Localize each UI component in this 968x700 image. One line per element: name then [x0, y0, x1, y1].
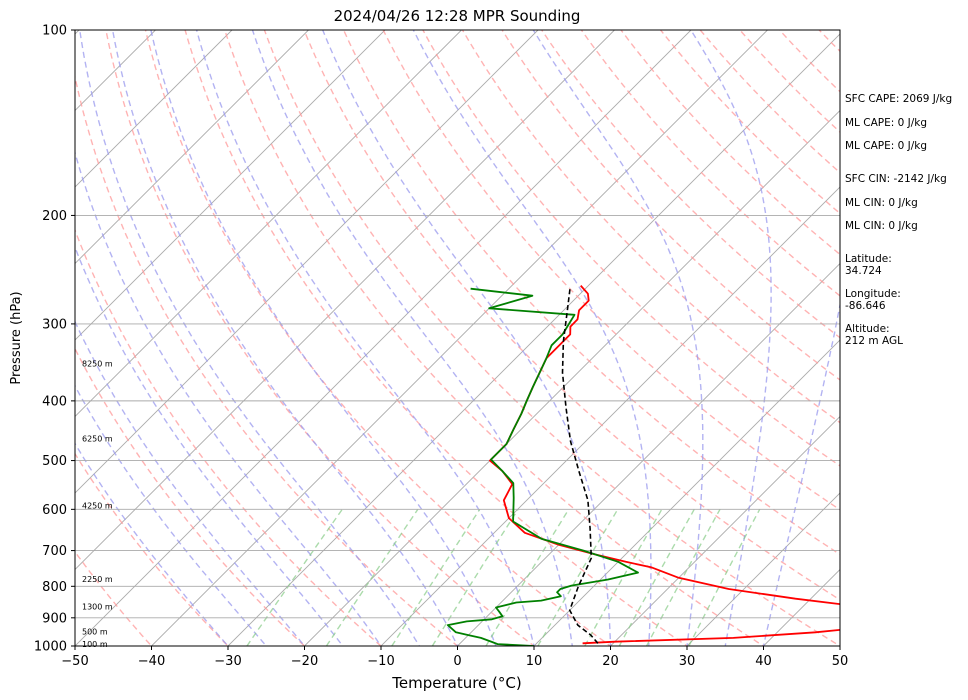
y-tick-label: 100 [42, 24, 67, 39]
moist-adiabat-line [251, 30, 574, 646]
y-tick-label: 200 [42, 209, 67, 224]
x-tick-label: 20 [602, 654, 619, 669]
isotherm-line [75, 30, 233, 188]
moist-adiabat-line [762, 301, 840, 646]
x-tick-label: −10 [367, 654, 394, 669]
dry-adiabat-line [540, 30, 840, 339]
altitude-label: Altitude: [845, 323, 890, 335]
moist-adiabat-line [195, 30, 535, 646]
mixing-ratio-line [584, 508, 663, 646]
isotherm-line [75, 30, 386, 341]
chart-title: 2024/04/26 12:28 MPR Sounding [334, 7, 581, 25]
isotherm-line [533, 339, 840, 646]
dry-adiabat-line [75, 73, 459, 646]
longitude-value: -86.646 [845, 300, 886, 312]
altitude-value: 212 m AGL [845, 335, 903, 347]
x-tick-label: 50 [832, 654, 849, 669]
moist-adiabat-line [322, 30, 612, 646]
dry-adiabat-line [263, 30, 840, 646]
x-tick-label: −40 [138, 654, 165, 669]
isotherm-line [380, 186, 840, 646]
height-label: 2250 m [82, 575, 113, 584]
y-tick-label: 400 [42, 394, 67, 409]
x-tick-label: −50 [61, 654, 88, 669]
x-tick-label: 30 [679, 654, 696, 669]
x-tick-label: 10 [526, 654, 543, 669]
moist-adiabat-line [690, 30, 772, 646]
isotherm-line [227, 33, 840, 646]
ml-cin-text-2: ML CIN: 0 J/kg [845, 220, 918, 232]
height-label: 6250 m [82, 434, 113, 443]
y-axis-label: Pressure (hPa) [9, 291, 24, 384]
height-label: 100 m [82, 640, 108, 649]
y-tick-label: 700 [42, 544, 67, 559]
moist-adiabat-line [532, 30, 704, 646]
background-reference-lines [75, 30, 840, 646]
isotherm-line [151, 30, 768, 646]
temperature-profile-line [488, 285, 840, 645]
sfc-cape-text: SFC CAPE: 2069 J/kg [845, 93, 952, 105]
mixing-ratio-line [537, 508, 619, 646]
dry-adiabat-line [105, 30, 536, 646]
dry-adiabat-line [461, 30, 840, 424]
y-axis-ticks: 100 200 300 400 500 600 700 800 900 1000 [34, 24, 75, 655]
y-tick-label: 300 [42, 317, 67, 332]
y-tick-label: 800 [42, 580, 67, 595]
moist-adiabat-line [79, 30, 421, 646]
x-axis-label: Temperature (°C) [391, 674, 521, 692]
x-tick-label: 0 [453, 654, 461, 669]
moist-adiabat-line [75, 245, 344, 646]
height-label: 1300 m [82, 602, 113, 611]
y-tick-label: 1000 [34, 640, 67, 655]
isotherm-line [75, 30, 309, 265]
isotherm-line [304, 109, 840, 646]
isotherm-line [75, 30, 462, 418]
height-label: 500 m [82, 627, 108, 636]
mixing-ratio-line [688, 508, 761, 646]
x-axis-ticks: −50 −40 −30 −20 −10 0 10 20 30 40 50 [61, 646, 848, 669]
moist-adiabat-line [75, 150, 382, 646]
height-label: 8250 m [82, 360, 113, 369]
mixing-ratio-line [645, 508, 721, 646]
x-tick-label: −30 [214, 654, 241, 669]
y-tick-label: 600 [42, 503, 67, 518]
moist-adiabat-line [412, 30, 652, 646]
parcel-profile-line [561, 288, 599, 644]
pressure-gridlines [75, 214, 840, 619]
isotherm-line [610, 415, 840, 646]
isotherm-line [75, 30, 615, 571]
dry-adiabat-line [75, 452, 229, 646]
dry-adiabat-line [501, 30, 840, 381]
dry-adiabat-line [144, 30, 612, 646]
dry-adiabat-line [75, 347, 306, 646]
x-tick-label: −20 [291, 654, 318, 669]
height-labels: 8250 m 6250 m 4250 m 2250 m 1300 m 500 m 100 m [82, 360, 113, 649]
sfc-cin-text: SFC CIN: -2142 J/kg [845, 173, 947, 185]
x-tick-label: 40 [755, 654, 772, 669]
dewpoint-profile-line [446, 287, 639, 646]
height-label: 4250 m [82, 501, 113, 510]
indices-panel: SFC CAPE: 2069 J/kg ML CAPE: 0 J/kg ML C… [845, 93, 952, 347]
mixing-ratio-line [618, 508, 695, 646]
latitude-label: Latitude: [845, 253, 892, 265]
longitude-label: Longitude: [845, 288, 901, 300]
ml-cape-text-2: ML CAPE: 0 J/kg [845, 140, 927, 152]
isotherm-line [75, 30, 692, 646]
isotherm-line [686, 492, 840, 646]
mixing-ratio-line [485, 508, 570, 646]
y-tick-label: 900 [42, 611, 67, 626]
sounding-profiles [446, 285, 840, 646]
ml-cape-text: ML CAPE: 0 J/kg [845, 117, 927, 129]
ml-cin-text: ML CIN: 0 J/kg [845, 197, 918, 209]
moist-adiabat-line [111, 30, 459, 646]
y-tick-label: 500 [42, 454, 67, 469]
moist-adiabat-line [150, 30, 497, 646]
latitude-value: 34.724 [845, 265, 882, 277]
isotherm-line [75, 30, 539, 494]
dry-adiabat-line [223, 30, 765, 646]
